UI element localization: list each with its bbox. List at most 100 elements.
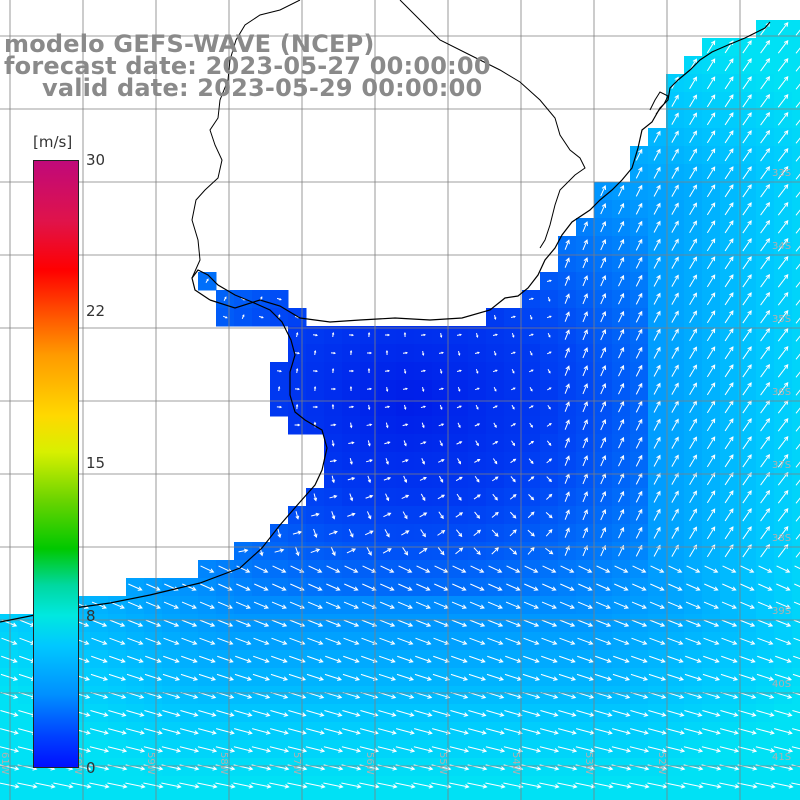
wind-arrow	[510, 315, 516, 319]
wind-arrow	[685, 637, 702, 645]
wind-arrow	[760, 202, 771, 216]
wind-arrow	[618, 454, 625, 467]
wind-cell	[792, 344, 800, 363]
wind-arrow	[760, 508, 771, 522]
wind-arrow	[402, 387, 408, 391]
wind-arrow	[671, 274, 679, 287]
wind-arrow	[396, 673, 415, 681]
wind-arrow	[127, 619, 144, 627]
wind-arrow	[125, 746, 146, 753]
wind-arrow	[757, 601, 773, 609]
wind-arrow	[143, 746, 164, 753]
wind-arrow	[582, 401, 588, 413]
wind-arrow	[685, 655, 702, 663]
wind-arrow	[523, 619, 540, 627]
wind-arrow	[593, 746, 614, 753]
wind-arrow	[760, 292, 771, 306]
wind-arrow	[366, 511, 372, 520]
wind-arrow	[331, 475, 335, 484]
wind-arrow	[415, 619, 432, 627]
wind-arrow	[294, 351, 301, 355]
wind-arrow	[395, 782, 416, 789]
wind-arrow	[325, 637, 342, 645]
wind-cell	[486, 794, 505, 800]
wind-arrow	[546, 493, 553, 500]
wind-arrow	[470, 583, 485, 591]
wind-cell	[234, 794, 253, 800]
wind-arrow	[742, 274, 752, 288]
wind-arrow	[306, 728, 325, 735]
wind-arrow	[438, 387, 444, 391]
wind-arrow	[217, 655, 234, 663]
wind-cell	[792, 164, 800, 183]
wind-cell	[792, 506, 800, 525]
wind-arrow	[721, 655, 738, 663]
wind-arrow	[794, 565, 800, 570]
wind-arrow	[89, 782, 110, 789]
wind-arrow	[564, 419, 570, 430]
wind-cell	[792, 578, 800, 597]
wind-arrow	[704, 565, 719, 573]
wind-arrow	[631, 637, 648, 645]
wind-arrow	[145, 619, 162, 627]
wind-arrow	[475, 440, 479, 447]
wind-arrow	[342, 710, 361, 717]
wind-arrow	[706, 454, 716, 468]
wind-arrow	[594, 728, 613, 735]
wind-arrow	[777, 39, 789, 54]
wind-arrow	[451, 619, 468, 627]
wind-arrow	[758, 583, 773, 591]
wind-arrow	[438, 511, 444, 520]
wind-arrow	[395, 746, 416, 753]
wind-arrow	[420, 405, 427, 409]
wind-cell	[792, 614, 800, 633]
wind-arrow	[161, 782, 182, 789]
wind-arrow	[760, 490, 771, 504]
wind-arrow	[125, 782, 146, 789]
wind-arrow	[760, 76, 771, 90]
wind-arrow	[777, 273, 789, 288]
wind-arrow	[724, 148, 734, 162]
wind-arrow	[1, 655, 18, 663]
lon-label: 56W	[364, 752, 375, 775]
wind-arrow	[706, 166, 716, 180]
wind-arrow	[582, 545, 588, 557]
wind-arrow	[452, 565, 467, 573]
wind-arrow	[724, 202, 734, 216]
wind-arrow	[397, 655, 414, 663]
wind-arrow	[474, 458, 481, 463]
wind-arrow	[582, 419, 588, 431]
wind-cell	[792, 704, 800, 723]
wind-arrow	[199, 619, 216, 627]
wind-arrow	[199, 655, 216, 663]
wind-arrow	[330, 423, 337, 427]
wind-arrow	[635, 400, 643, 413]
wind-arrow	[582, 329, 588, 341]
coastline-north	[209, 21, 771, 323]
wind-arrow	[795, 83, 800, 90]
wind-arrow	[540, 673, 559, 681]
wind-arrow	[795, 479, 800, 486]
wind-cell	[792, 380, 800, 399]
wind-arrow	[486, 728, 505, 735]
wind-arrow	[760, 454, 771, 468]
wind-arrow	[777, 57, 789, 72]
wind-arrow	[665, 782, 686, 789]
wind-arrow	[545, 529, 553, 537]
wind-arrow	[341, 746, 362, 753]
wind-arrow	[527, 529, 535, 537]
wind-arrow	[452, 583, 467, 591]
wind-arrow	[313, 349, 317, 356]
wind-arrow	[1, 637, 18, 645]
wind-arrow	[312, 333, 319, 337]
wind-cell	[558, 794, 577, 800]
wind-arrow	[342, 673, 361, 681]
wind-arrow	[108, 728, 127, 735]
wind-arrow	[379, 637, 396, 645]
wind-arrow	[236, 583, 251, 591]
wind-arrow	[384, 333, 391, 337]
wind-arrow	[760, 526, 771, 540]
wind-arrow	[649, 637, 666, 645]
wind-arrow	[509, 494, 517, 500]
wind-arrow	[528, 440, 535, 445]
